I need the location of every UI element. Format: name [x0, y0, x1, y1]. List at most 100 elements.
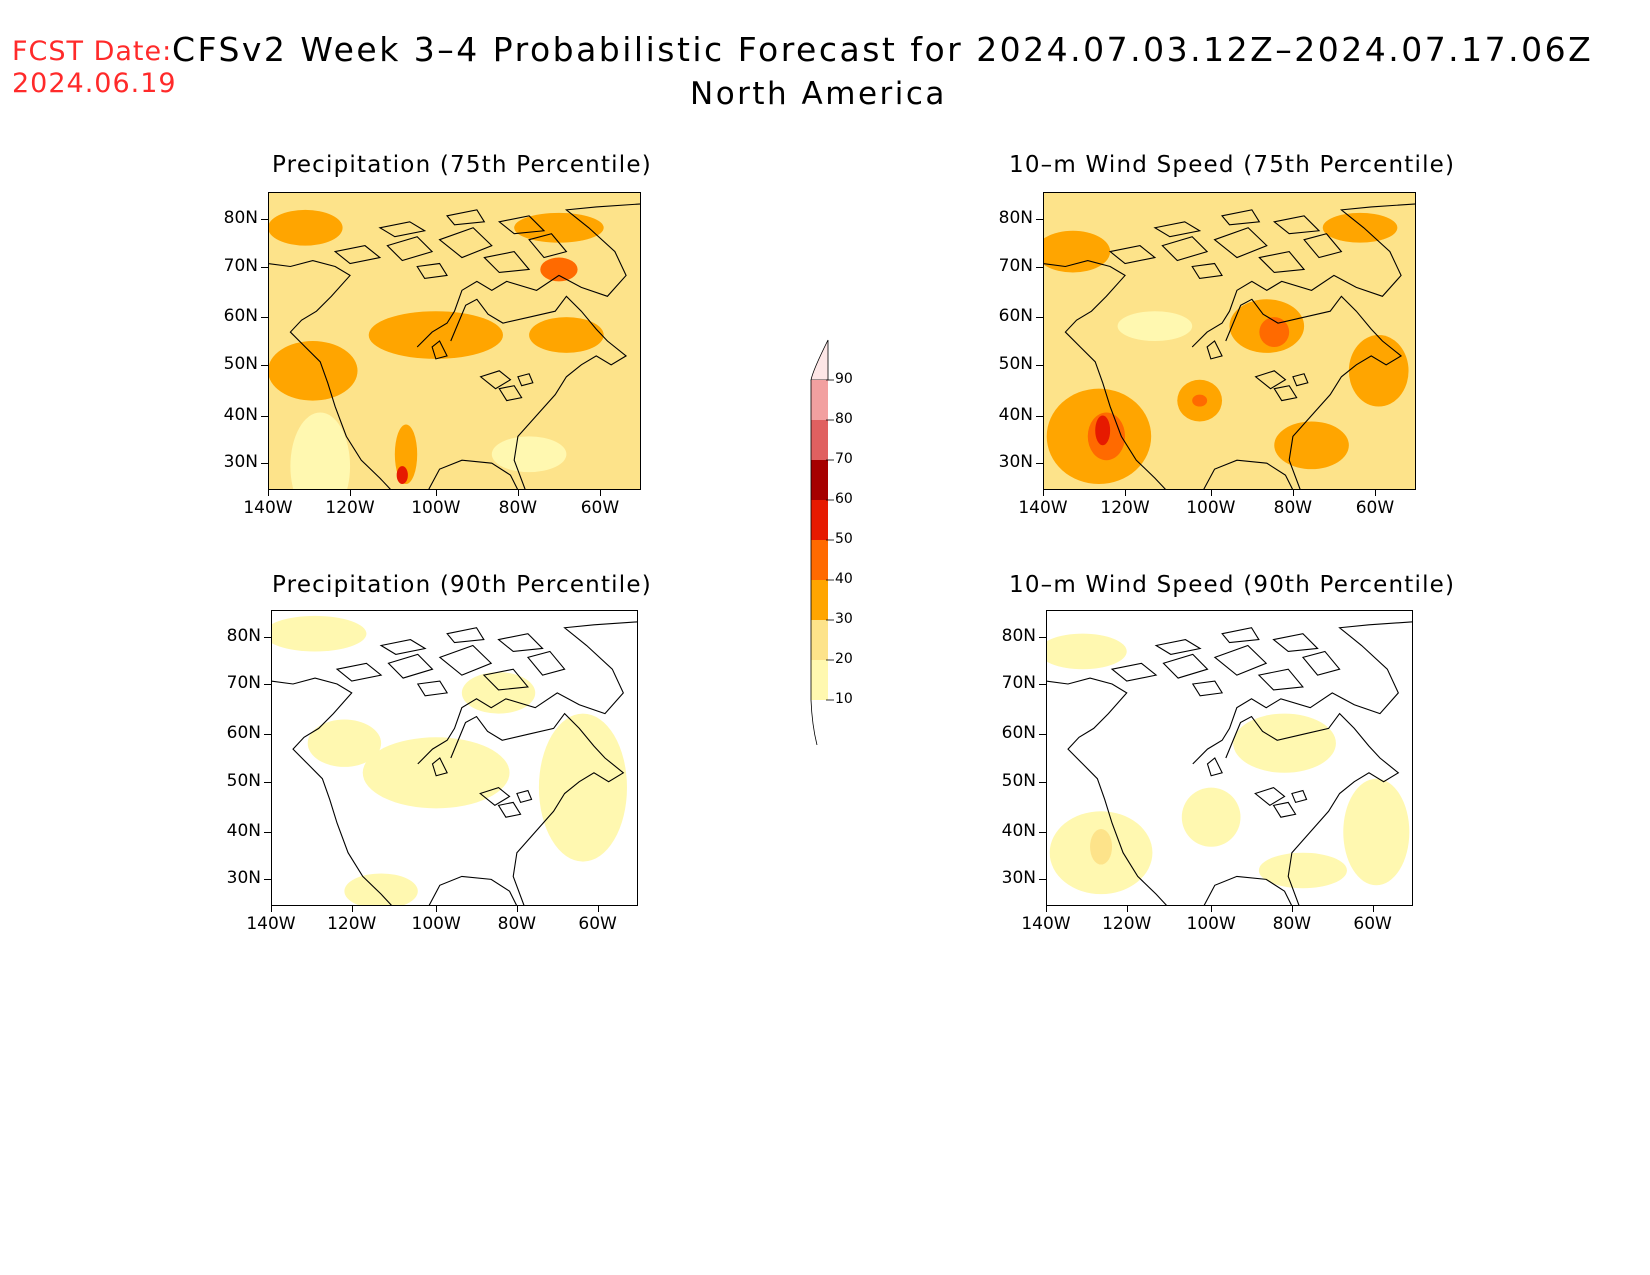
colorbar-graphic — [810, 339, 834, 746]
colorbar-outline — [810, 380, 818, 746]
lat-label: 40N — [226, 821, 261, 841]
shading-region — [1259, 317, 1290, 347]
lat-tick — [1039, 879, 1046, 881]
colorbar-label: 60 — [835, 491, 853, 507]
lat-label: 30N — [226, 868, 261, 889]
lon-label: 100W — [1186, 914, 1236, 934]
great-lakes — [432, 758, 531, 817]
lon-tick — [1043, 490, 1044, 496]
lon-tick — [1211, 906, 1213, 912]
colorbar-label: 10 — [835, 691, 853, 707]
lat-label: 80N — [1001, 625, 1036, 646]
lon-tick — [516, 906, 518, 912]
lat-label: 70N — [223, 255, 258, 276]
lat-tick — [264, 832, 271, 833]
lon-tick — [436, 906, 438, 912]
great-lakes — [1207, 758, 1306, 817]
lon-label: 140W — [243, 498, 293, 518]
lat-label: 50N — [226, 770, 261, 791]
lat-tick — [264, 734, 271, 736]
lat-tick — [261, 364, 268, 366]
shading-region — [362, 737, 510, 809]
lon-label: 80W — [1272, 914, 1312, 934]
shading-region — [1117, 311, 1193, 341]
map-panel-1 — [1043, 192, 1416, 490]
shading-region — [271, 615, 367, 652]
shading-region — [368, 311, 503, 359]
shading-region — [529, 317, 604, 353]
lat-label: 50N — [223, 353, 258, 374]
lon-label: 80W — [1273, 498, 1313, 518]
lat-tick — [1039, 636, 1046, 638]
lat-tick — [1036, 415, 1043, 417]
colorbar-label: 30 — [835, 611, 853, 627]
main-title: CFSv2 Week 3–4 Probabilistic Forecast fo… — [172, 30, 1594, 69]
lat-tick — [1036, 218, 1043, 220]
colorbar-label: 80 — [835, 411, 853, 427]
lon-tick — [1046, 906, 1047, 912]
lat-tick — [264, 879, 271, 881]
shading-region — [268, 209, 343, 246]
colorbar-segment — [811, 580, 828, 620]
colorbar-segment — [811, 660, 828, 700]
colorbar-label: 70 — [835, 451, 853, 467]
shading-region — [461, 672, 536, 714]
coastline — [268, 204, 641, 490]
shading-region — [1348, 335, 1409, 407]
shading-region — [1192, 394, 1208, 407]
lat-label: 80N — [998, 207, 1033, 228]
lat-tick — [261, 463, 268, 465]
lon-label: 140W — [1021, 914, 1071, 934]
panel-title-wind-75: 10–m Wind Speed (75th Percentile) — [1009, 152, 1456, 178]
coastline — [271, 622, 638, 906]
lon-label: 120W — [1102, 914, 1152, 934]
shading-region — [1274, 421, 1349, 470]
colorbar-segment — [811, 620, 828, 660]
colorbar-label: 20 — [835, 651, 853, 667]
shading-region — [396, 466, 408, 485]
shading-region — [1181, 787, 1241, 847]
lon-label: 100W — [1186, 498, 1236, 518]
lat-tick — [264, 636, 271, 638]
lat-label: 60N — [223, 306, 258, 327]
lat-tick — [261, 415, 268, 417]
great-lakes — [1207, 341, 1308, 401]
shading-region — [1090, 829, 1113, 865]
lon-label: 120W — [1100, 498, 1150, 518]
lon-tick — [1291, 906, 1293, 912]
map-panel-0 — [268, 192, 641, 490]
arctic-islands — [1112, 628, 1340, 696]
shading-region — [1322, 212, 1398, 243]
lon-tick — [1374, 490, 1376, 496]
lat-label: 80N — [223, 207, 258, 228]
lon-label: 140W — [246, 914, 296, 934]
lon-tick — [597, 906, 599, 912]
colorbar-top-triangle — [810, 339, 829, 381]
colorbar-label: 50 — [835, 531, 853, 547]
lon-label: 140W — [1018, 498, 1068, 518]
lon-tick — [1210, 490, 1212, 496]
lon-label: 60W — [1353, 914, 1392, 934]
lat-label: 40N — [998, 404, 1033, 425]
colorbar-segment — [811, 540, 828, 580]
lat-tick — [261, 266, 268, 268]
shading-region — [491, 436, 567, 473]
colorbar-segment — [811, 420, 828, 460]
shading-region — [1233, 713, 1336, 773]
shading-region — [290, 412, 351, 490]
colorbar-segment — [811, 500, 828, 540]
panel-title-precip-75: Precipitation (75th Percentile) — [272, 152, 652, 178]
lon-tick — [268, 490, 269, 496]
map-panel-2 — [271, 610, 638, 906]
region-title: North America — [690, 76, 947, 112]
lat-label: 50N — [1001, 770, 1036, 791]
map-panel-3 — [1046, 610, 1413, 906]
colorbar-label: 40 — [835, 571, 853, 587]
shading-region — [1095, 415, 1111, 446]
lon-tick — [1126, 906, 1128, 912]
lat-tick — [1036, 364, 1043, 366]
arctic-islands — [1110, 210, 1341, 279]
shading-region — [538, 713, 627, 862]
lat-label: 40N — [1001, 821, 1036, 841]
lat-label: 60N — [226, 723, 261, 744]
